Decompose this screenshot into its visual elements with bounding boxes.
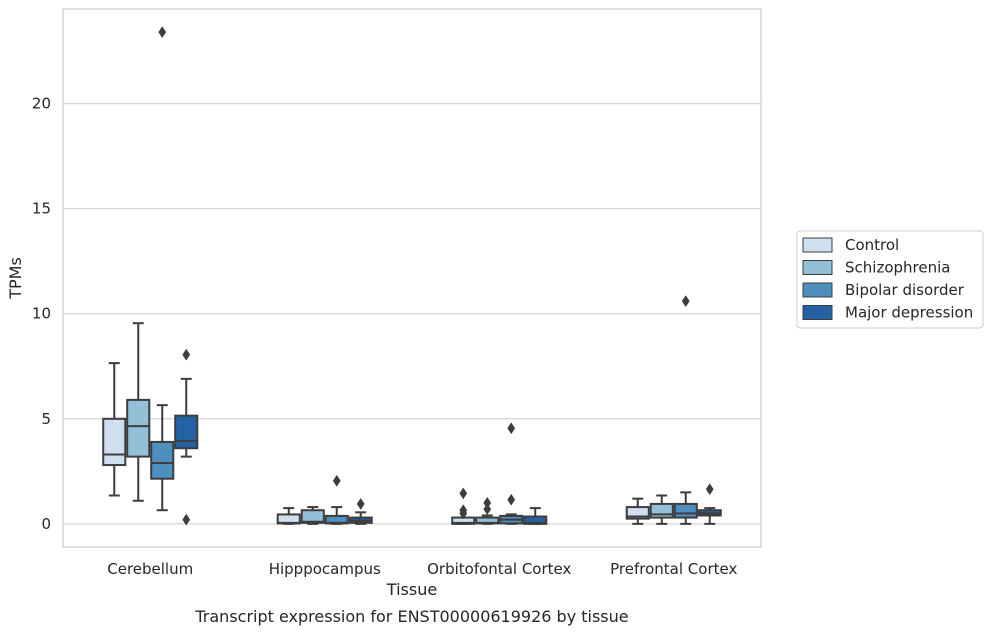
x-tick-label: Hipppocampus (269, 560, 381, 578)
legend-frame (796, 230, 984, 329)
box (499, 422, 524, 525)
plot-frame (62, 8, 762, 548)
box (126, 322, 151, 502)
outlier-point (459, 487, 468, 500)
legend-swatch (802, 282, 833, 298)
box (150, 26, 175, 512)
box-iqr (174, 414, 199, 450)
outlier-point (158, 26, 167, 39)
legend-item: Schizophrenia (802, 259, 950, 277)
x-tick-label: Prefrontal Cortex (610, 560, 737, 578)
box-iqr (625, 506, 650, 520)
box-iqr (649, 502, 674, 519)
outlier-point (507, 493, 516, 506)
legend-item: Bipolar disorder (802, 281, 965, 299)
x-tick-label: Orbitofontal Cortex (427, 560, 571, 578)
box (324, 474, 349, 525)
legend-label: Control (845, 236, 899, 254)
x-axis-label: Tissue (386, 580, 437, 599)
box (523, 507, 548, 525)
legend-swatch (802, 237, 833, 253)
legend-swatch (802, 260, 833, 275)
box-iqr (523, 515, 548, 525)
box (348, 497, 373, 525)
legend-swatch (802, 305, 833, 320)
chart-caption: Transcript expression for ENST0000061992… (194, 607, 628, 626)
legend-item: Control (802, 236, 899, 254)
box-group-cerebellum (102, 26, 199, 526)
x-tick-labels: Cerebellum Hipppocampus Orbitofontal Corte… (107, 560, 737, 578)
outlier-point (681, 295, 690, 308)
outlier-point (507, 422, 516, 435)
y-tick-labels: 0 5 10 15 20 (32, 95, 51, 533)
outlier-point (356, 497, 365, 510)
legend-item: Major depression (802, 304, 973, 322)
box (276, 507, 301, 525)
x-tick-label: Cerebellum (107, 560, 193, 578)
box-iqr (300, 509, 325, 524)
outlier-point (705, 483, 714, 496)
box-iqr (673, 502, 698, 519)
box-groups (102, 26, 722, 526)
legend-label: Major depression (845, 304, 973, 322)
box-group-orbitofontal-cortex (451, 422, 548, 525)
box (451, 487, 476, 525)
box-iqr (126, 398, 151, 458)
legend-label: Schizophrenia (845, 259, 950, 277)
y-tick-label: 20 (32, 95, 51, 113)
box (475, 496, 500, 525)
outlier-point (332, 474, 341, 487)
outlier-point (459, 507, 468, 520)
box (697, 483, 722, 525)
outlier-point (483, 503, 492, 516)
box (625, 497, 650, 525)
y-axis-label: TPMs (6, 257, 25, 300)
box-iqr (150, 440, 175, 480)
outlier-point (182, 348, 191, 361)
y-tick-label: 15 (32, 200, 51, 218)
y-tick-label: 5 (41, 410, 51, 428)
box-group-hipppocampus (276, 474, 373, 525)
y-tick-label: 0 (41, 515, 51, 533)
box-iqr (102, 417, 127, 467)
legend-label: Bipolar disorder (845, 281, 965, 299)
y-tick-label: 10 (32, 305, 51, 323)
box (174, 348, 199, 526)
box-group-prefrontal-cortex (625, 295, 722, 525)
legend: Control Schizophrenia Bipolar disorder Majo… (796, 230, 984, 329)
box (673, 295, 698, 525)
box (649, 494, 674, 525)
outlier-point (182, 513, 191, 526)
box (102, 362, 127, 497)
box (300, 506, 325, 525)
